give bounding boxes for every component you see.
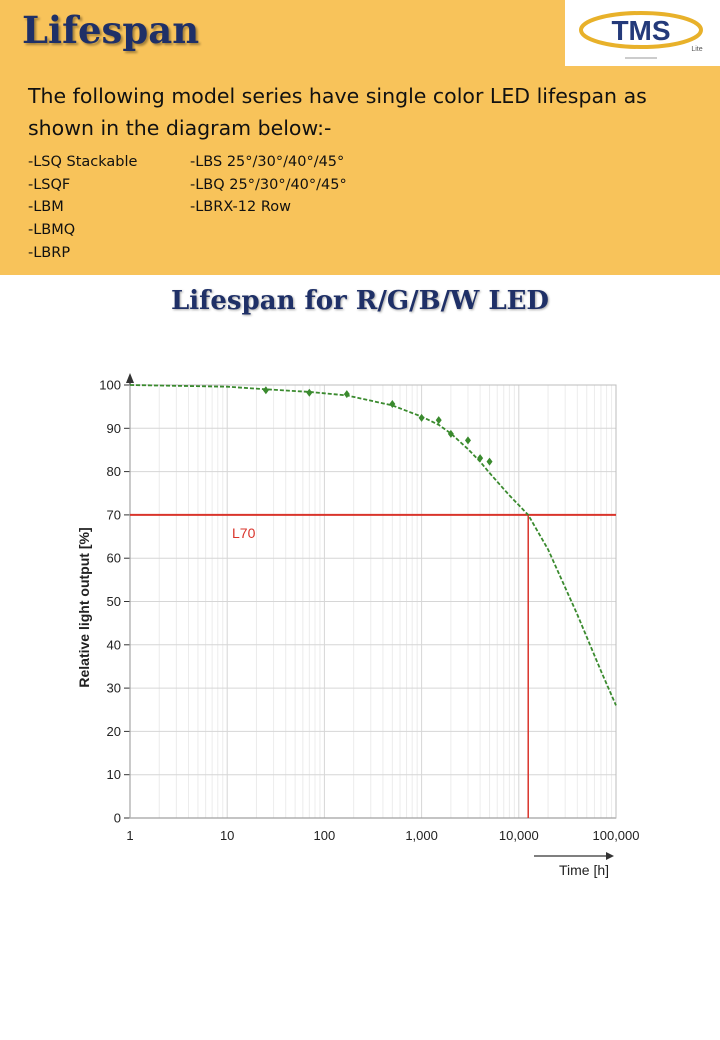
logo-text: TMS <box>611 15 670 46</box>
y-tick-label: 90 <box>107 421 121 436</box>
measured-point <box>486 457 493 466</box>
y-tick-label: 50 <box>107 594 121 609</box>
l70-label: L70 <box>232 525 256 541</box>
chart-heading: Lifespan for R/G/B/W LED <box>171 286 549 316</box>
y-tick-label: 20 <box>107 724 121 739</box>
x-axis-label: Time [h] <box>559 862 609 878</box>
y-tick-label: 60 <box>107 551 121 566</box>
y-tick-label: 30 <box>107 681 121 696</box>
measured-point <box>343 390 350 399</box>
x-tick-label: 10,000 <box>499 828 539 843</box>
model-series-item: -LBM <box>28 199 64 216</box>
measured-point <box>435 416 442 425</box>
y-tick-label: 40 <box>107 637 121 652</box>
y-tick-label: 80 <box>107 464 121 479</box>
y-tick-label: 10 <box>107 767 121 782</box>
y-tick-label: 100 <box>99 378 121 393</box>
tms-logo: TMS Lite <box>565 0 720 66</box>
logo-subtext: Lite <box>691 46 702 53</box>
measured-point <box>477 454 484 463</box>
x-tick-label: 1 <box>126 828 133 843</box>
logo-graphic: TMS Lite <box>579 11 703 59</box>
measured-point <box>306 388 313 397</box>
x-axis-label-arrow <box>606 852 614 860</box>
model-series-item: -LSQ Stackable <box>28 154 138 170</box>
model-series-item: -LSQF <box>28 176 71 193</box>
intro-text: The following model series have single c… <box>28 84 647 140</box>
x-tick-label: 10 <box>220 828 234 843</box>
decay-curve <box>129 384 617 706</box>
x-tick-label: 100,000 <box>593 828 640 843</box>
model-series-item: -LBRP <box>28 244 71 261</box>
measured-point <box>464 436 471 445</box>
plot-frame <box>129 384 617 819</box>
model-series-item: -LBMQ <box>28 222 76 239</box>
x-tick-label: 1,000 <box>405 828 438 843</box>
model-series-item: -LBRX-12 Row <box>190 199 291 216</box>
model-series-item: -LBQ 25°/30°/40°/45° <box>190 176 347 193</box>
measured-point <box>418 413 425 422</box>
y-axis-arrow <box>126 373 134 383</box>
model-series-list-2: -LBS 25°/30°/40°/45° -LBQ 25°/30°/40°/45°… <box>190 151 347 219</box>
measured-point <box>389 400 396 409</box>
measured-point <box>262 386 269 395</box>
y-tick-label: 70 <box>107 507 121 522</box>
header-banner: Lifespan TMS Lite The following model se… <box>0 0 720 275</box>
model-series-list-1: -LSQ Stackable -LSQF -LBM -LBMQ -LBRP <box>28 151 137 265</box>
x-tick-label: 100 <box>314 828 336 843</box>
y-axis-label: Relative light output [%] <box>76 527 92 687</box>
y-tick-label: 0 <box>114 811 121 826</box>
page-title: Lifespan <box>22 8 200 52</box>
measured-point <box>447 429 454 438</box>
model-series-item: -LBS 25°/30°/40°/45° <box>190 154 345 170</box>
lifespan-chart: 1 10 100 1,000 10,000 100,000 0 10 20 30 40 50 60 70 8… <box>76 373 640 878</box>
